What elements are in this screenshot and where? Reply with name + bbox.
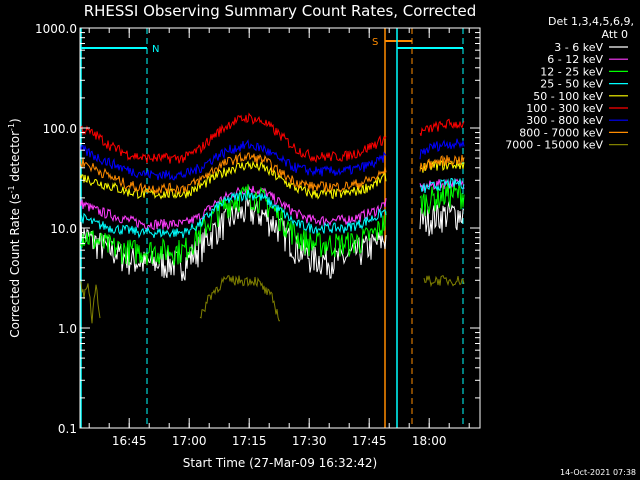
series-line-7-1 bbox=[79, 151, 387, 195]
y-axis-label: Corrected Count Rate (s-1 detector-1) bbox=[7, 118, 22, 337]
x-tick-label: 17:45 bbox=[352, 434, 387, 448]
y-tick-label: 1000.0 bbox=[35, 22, 77, 36]
series-line-1-1 bbox=[79, 185, 387, 231]
legend-label: 12 - 25 keV bbox=[540, 65, 603, 78]
series-line-3-1 bbox=[79, 189, 387, 239]
night-label: N bbox=[152, 44, 159, 55]
legend-label: 300 - 800 keV bbox=[526, 114, 603, 127]
series-line-6-2 bbox=[419, 138, 465, 160]
y-tick-label: 10.0 bbox=[50, 222, 77, 236]
series-line-8-2 bbox=[199, 275, 280, 322]
series-line-8-1 bbox=[79, 280, 101, 324]
chart-title: RHESSI Observing Summary Count Rates, Co… bbox=[84, 2, 477, 20]
footer-date: 14-Oct-2021 07:38 bbox=[560, 468, 636, 477]
legend-label: 50 - 100 keV bbox=[533, 90, 603, 103]
legend-label: 6 - 12 keV bbox=[547, 53, 603, 66]
y-tick-label: 1.0 bbox=[58, 322, 77, 336]
x-tick-label: 18:00 bbox=[412, 434, 447, 448]
legend-label: 100 - 300 keV bbox=[526, 102, 603, 115]
saa-label: S bbox=[372, 37, 378, 48]
series-line-2-2 bbox=[419, 182, 465, 217]
x-tick-label: 17:00 bbox=[172, 434, 207, 448]
observation-markers: N S bbox=[80, 28, 464, 428]
legend-header-1: Det 1,3,4,5,6,9, bbox=[548, 15, 634, 28]
series-line-5-2 bbox=[419, 118, 465, 136]
x-axis-label: Start Time (27-Mar-09 16:32:42) bbox=[183, 456, 377, 470]
x-tick-label: 16:45 bbox=[112, 434, 147, 448]
y-axis: 1000.0 100.0 10.0 1.0 0.1 bbox=[35, 22, 480, 436]
y-tick-label: 0.1 bbox=[58, 422, 77, 436]
x-tick-label: 17:15 bbox=[232, 434, 267, 448]
legend-label: 25 - 50 keV bbox=[540, 78, 603, 91]
series-line-5-1 bbox=[79, 112, 387, 164]
x-axis: 16:45 17:00 17:15 17:30 17:45 18:00 bbox=[88, 28, 470, 448]
x-tick-label: 17:30 bbox=[292, 434, 327, 448]
series-line-6-1 bbox=[79, 139, 387, 181]
legend-label: 7000 - 15000 keV bbox=[505, 139, 603, 152]
series-line-3-2 bbox=[419, 177, 465, 193]
legend-label: 3 - 6 keV bbox=[554, 41, 603, 54]
legend-header-2: Att 0 bbox=[602, 28, 628, 41]
y-tick-label: 100.0 bbox=[43, 122, 77, 136]
series-line-2-1 bbox=[79, 184, 387, 266]
series-line-7-2 bbox=[419, 154, 465, 172]
series-line-0-2 bbox=[419, 201, 465, 237]
legend-label: 800 - 7000 keV bbox=[519, 126, 603, 139]
series-line-4-1 bbox=[79, 160, 387, 200]
series-line-8-3 bbox=[423, 274, 465, 288]
series-layer bbox=[79, 112, 465, 324]
